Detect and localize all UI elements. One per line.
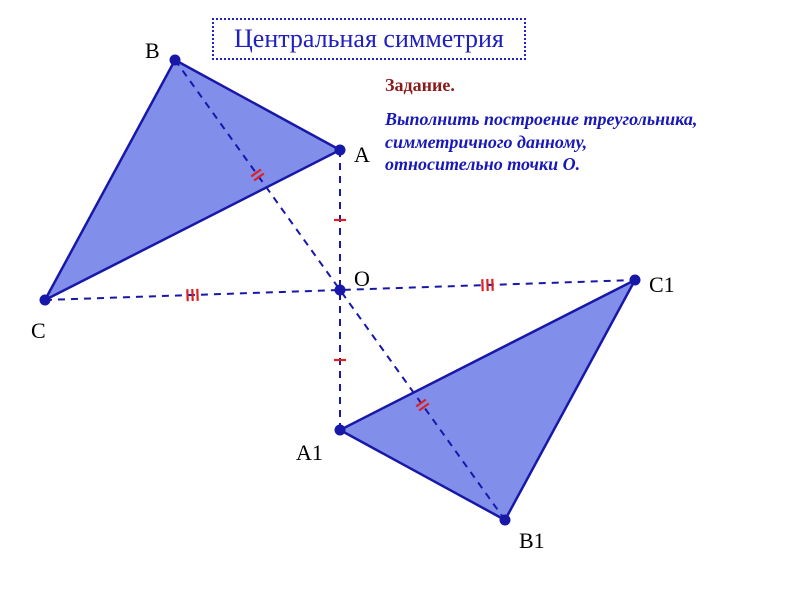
point-label-C: С [31,318,46,344]
point-label-C1: С1 [649,272,675,298]
point-O [335,285,346,296]
point-A [335,145,346,156]
point-label-O: О [354,266,370,292]
point-label-A: А [354,142,370,168]
triangle-ABC [45,60,340,300]
point-label-B: В [145,38,160,64]
geometry-diagram [0,0,800,600]
point-label-B1: В1 [519,528,545,554]
point-B1 [500,515,511,526]
point-A1 [335,425,346,436]
point-C [40,295,51,306]
point-label-A1: А1 [296,440,323,466]
point-C1 [630,275,641,286]
point-B [170,55,181,66]
triangle-A1B1C1 [340,280,635,520]
